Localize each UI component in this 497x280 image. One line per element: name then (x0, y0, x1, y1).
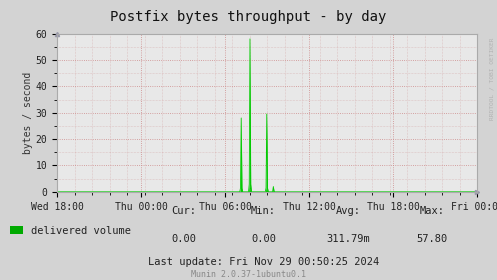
Text: 0.00: 0.00 (251, 234, 276, 244)
Text: 57.80: 57.80 (417, 234, 448, 244)
Text: 0.00: 0.00 (171, 234, 196, 244)
Text: Last update: Fri Nov 29 00:50:25 2024: Last update: Fri Nov 29 00:50:25 2024 (148, 256, 379, 267)
Text: Munin 2.0.37-1ubuntu0.1: Munin 2.0.37-1ubuntu0.1 (191, 270, 306, 279)
Text: Avg:: Avg: (335, 206, 360, 216)
Legend: delivered volume: delivered volume (10, 226, 131, 235)
Text: Postfix bytes throughput - by day: Postfix bytes throughput - by day (110, 10, 387, 24)
Text: Min:: Min: (251, 206, 276, 216)
Text: Cur:: Cur: (171, 206, 196, 216)
Y-axis label: bytes / second: bytes / second (23, 72, 33, 154)
Text: RRDTOOL / TOBI OETIKER: RRDTOOL / TOBI OETIKER (490, 37, 495, 120)
Text: Max:: Max: (420, 206, 445, 216)
Text: 311.79m: 311.79m (326, 234, 370, 244)
